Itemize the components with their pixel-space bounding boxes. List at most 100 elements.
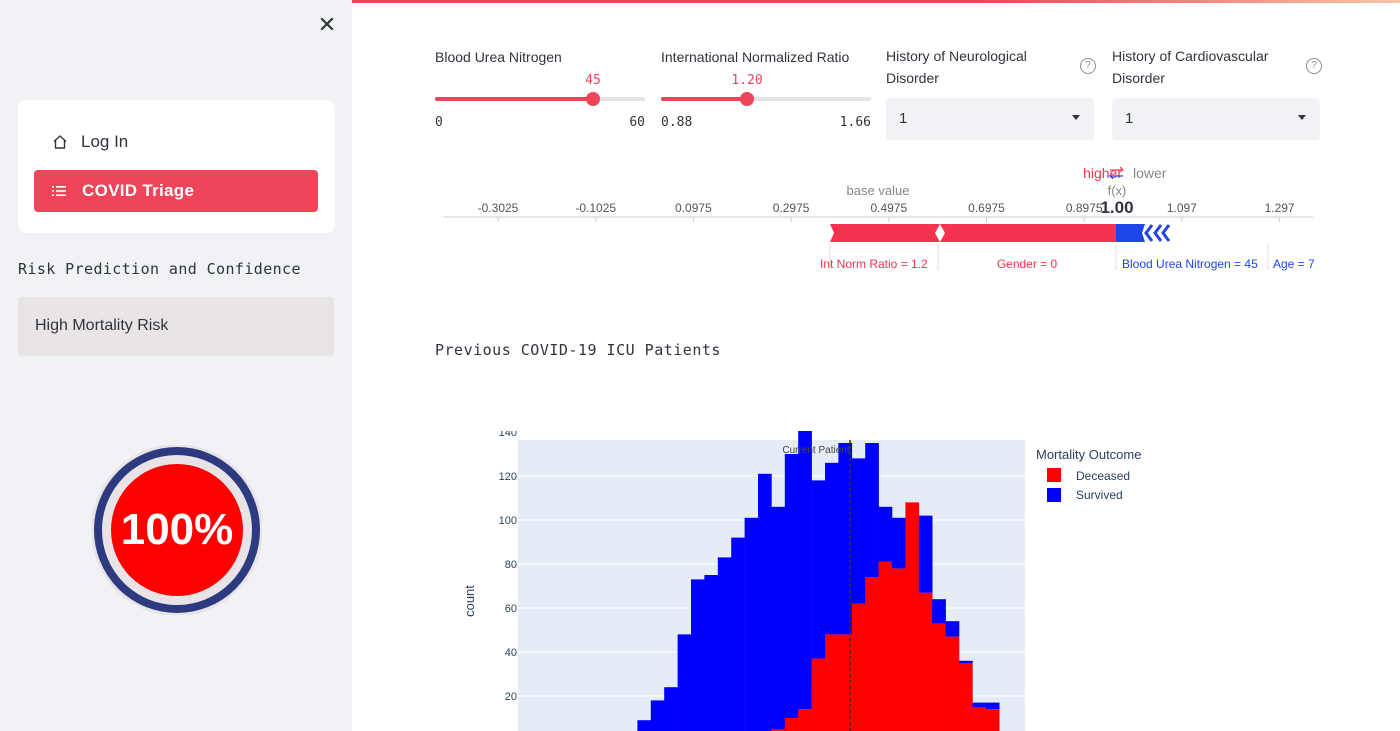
slider-fill: [661, 97, 747, 101]
higher-label: higher: [1083, 165, 1122, 181]
list-icon: [52, 186, 66, 196]
risk-heading: Risk Prediction and Confidence: [18, 260, 301, 278]
bun-value: 45: [585, 73, 601, 88]
slider-max: 1.66: [839, 115, 871, 130]
close-icon[interactable]: ✕: [317, 12, 337, 37]
bar-deceased[interactable]: [798, 709, 812, 731]
y-tick-labels: 20 40 60 80 100 120 140: [499, 431, 517, 703]
bar-deceased[interactable]: [985, 709, 1000, 731]
chevron-down-icon: [1072, 115, 1080, 120]
cardio-history-select[interactable]: 1: [1112, 98, 1320, 140]
inr-label: International Normalized Ratio: [661, 49, 850, 65]
bar-survived[interactable]: [892, 517, 906, 569]
bar-survived[interactable]: [825, 462, 839, 635]
bar-survived[interactable]: [811, 480, 826, 659]
bar-survived[interactable]: [650, 700, 665, 731]
legend-label[interactable]: Survived: [1076, 488, 1123, 502]
bar-deceased[interactable]: [825, 634, 839, 731]
force-tick-label: 1.297: [1265, 201, 1295, 215]
shap-force-plot: higher lower base value f(x) 1.00 -0.302…: [444, 165, 1315, 271]
bar-deceased[interactable]: [878, 561, 893, 731]
bar-survived[interactable]: [664, 687, 678, 731]
bun-label: Blood Urea Nitrogen: [435, 49, 562, 65]
sidebar: ✕ Log In COVID Triage Risk Prediction an…: [0, 0, 352, 731]
bar-survived[interactable]: [865, 443, 879, 578]
top-accent-bar: [352, 0, 1400, 3]
bar-deceased[interactable]: [865, 577, 879, 731]
bar-survived[interactable]: [731, 537, 745, 731]
swap-arrows-icon: [1108, 166, 1125, 180]
bar-survived[interactable]: [959, 660, 973, 663]
inr-slider[interactable]: International Normalized Ratio 1.20 0.88…: [661, 46, 871, 136]
force-bar-gender: [940, 224, 1116, 242]
bar-survived[interactable]: [878, 506, 893, 562]
help-icon[interactable]: ?: [1080, 58, 1096, 74]
risk-result-text: High Mortality Risk: [35, 317, 169, 334]
slider-min: 0: [435, 115, 443, 130]
slider-min: 0.88: [661, 115, 693, 130]
y-tick-label: 60: [505, 603, 517, 615]
bar-survived[interactable]: [637, 720, 652, 731]
bar-survived[interactable]: [838, 443, 853, 635]
bar-deceased[interactable]: [771, 729, 786, 731]
feature-label: Age = 7: [1273, 257, 1315, 271]
bar-survived[interactable]: [771, 506, 786, 729]
bar-survived[interactable]: [784, 454, 799, 718]
bar-deceased[interactable]: [784, 718, 799, 731]
neuro-history-select[interactable]: 1: [886, 98, 1094, 140]
bar-survived[interactable]: [851, 458, 866, 604]
force-tick-label: 0.8975: [1066, 201, 1103, 215]
bar-deceased[interactable]: [918, 592, 933, 731]
bar-deceased[interactable]: [932, 623, 946, 731]
legend-swatch-survived[interactable]: [1047, 488, 1061, 502]
bar-survived[interactable]: [704, 575, 719, 731]
bar-deceased[interactable]: [972, 707, 987, 731]
help-icon[interactable]: ?: [1306, 58, 1322, 74]
bar-deceased[interactable]: [838, 634, 853, 731]
force-bar-bun: [1116, 224, 1145, 242]
nav-item-covid-triage[interactable]: COVID Triage: [34, 170, 318, 212]
slider-max: 60: [629, 115, 645, 130]
bar-deceased[interactable]: [811, 658, 826, 731]
bar-survived[interactable]: [985, 702, 1000, 710]
legend-swatch-deceased[interactable]: [1047, 468, 1061, 482]
bar-deceased[interactable]: [905, 502, 920, 731]
fx-value: 1.00: [1100, 198, 1133, 217]
slider-thumb[interactable]: [586, 92, 600, 106]
bar-survived[interactable]: [972, 702, 987, 707]
current-patient-annotation: Current Patient: [782, 445, 849, 456]
bar-deceased[interactable]: [892, 568, 906, 731]
bun-slider[interactable]: Blood Urea Nitrogen 45 0 60: [435, 46, 645, 136]
bar-survived[interactable]: [758, 473, 772, 731]
force-bar-age: [1144, 224, 1171, 242]
bar-deceased[interactable]: [959, 663, 973, 731]
slider-thumb[interactable]: [740, 92, 754, 106]
feature-label: Gender = 0: [997, 257, 1058, 271]
legend-title: Mortality Outcome: [1036, 447, 1141, 462]
bar-survived[interactable]: [677, 634, 692, 731]
bar-deceased[interactable]: [851, 603, 866, 731]
bar-survived[interactable]: [717, 557, 732, 731]
y-axis-label: count: [462, 585, 477, 617]
bar-survived[interactable]: [945, 621, 960, 637]
bar-survived[interactable]: [798, 431, 812, 710]
chevron-down-icon: [1298, 115, 1306, 120]
force-tick-label: 0.2975: [773, 201, 810, 215]
y-tick-label: 40: [505, 647, 517, 659]
cardio-history-label: History of Cardiovascular Disorder: [1112, 48, 1269, 86]
section-title: Previous COVID-19 ICU Patients: [435, 341, 721, 359]
bar-survived[interactable]: [918, 515, 933, 593]
home-icon: [53, 135, 67, 149]
gauge-value: 100%: [121, 505, 234, 554]
bar-deceased[interactable]: [945, 636, 960, 731]
bar-survived[interactable]: [691, 579, 705, 731]
bar-survived[interactable]: [932, 599, 946, 624]
inr-value: 1.20: [731, 73, 763, 88]
legend-label[interactable]: Deceased: [1076, 469, 1130, 483]
nav-item-login[interactable]: Log In: [34, 122, 319, 162]
select-value: 1: [1125, 110, 1134, 127]
force-tick-label: -0.1025: [575, 201, 616, 215]
bar-survived[interactable]: [744, 517, 759, 731]
force-tick-label: 0.0975: [675, 201, 712, 215]
gauge-ring: [94, 447, 260, 613]
